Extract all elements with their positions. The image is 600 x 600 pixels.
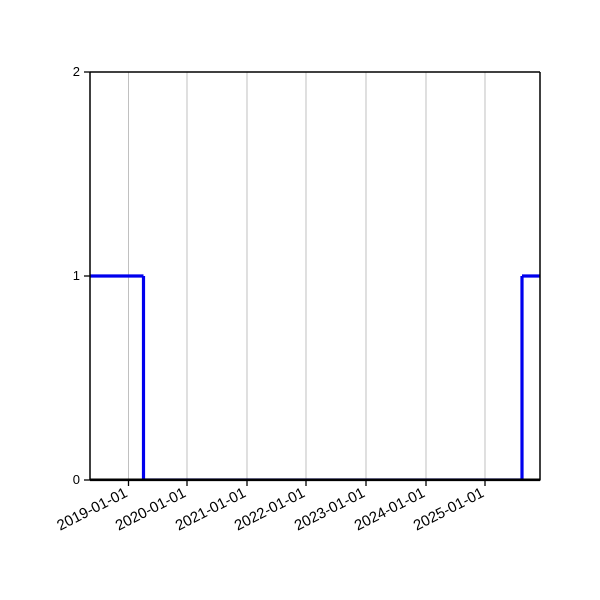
svg-text:2: 2 xyxy=(73,64,80,79)
svg-text:0: 0 xyxy=(73,472,80,487)
svg-text:1: 1 xyxy=(73,268,80,283)
